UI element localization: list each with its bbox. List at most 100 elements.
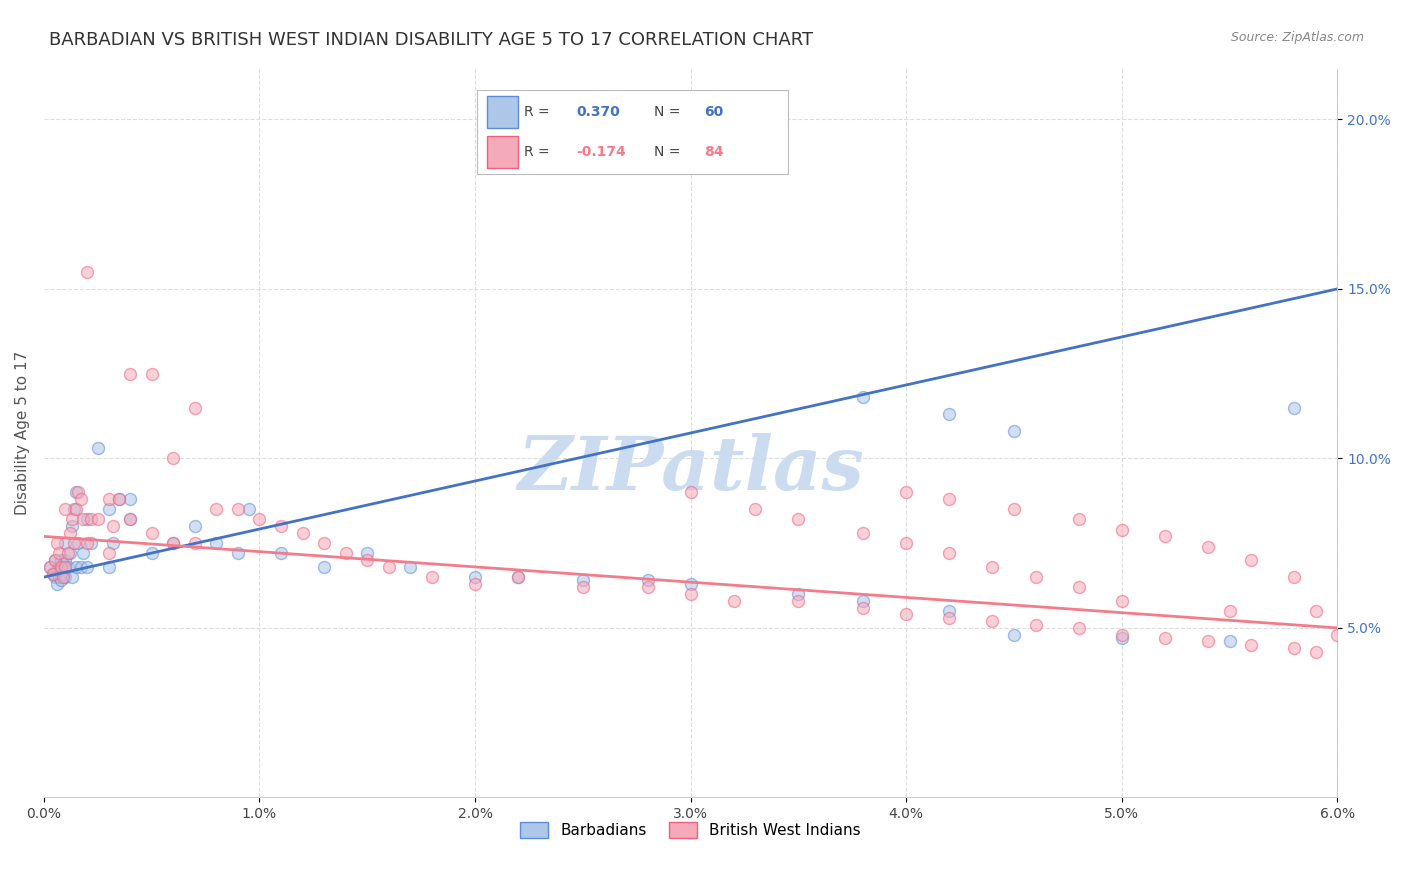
Point (69, 560, 91, 574)
Point (981, 614, 1004, 628)
Point (1025, 617, 1047, 632)
Point (205, 536, 228, 550)
Point (205, 502, 228, 516)
Point (896, 536, 918, 550)
Point (87, 512, 110, 526)
Point (270, 546, 292, 560)
Point (97, 560, 120, 574)
Point (399, 560, 422, 574)
Point (938, 611, 960, 625)
Point (226, 502, 249, 516)
Point (141, 367, 163, 381)
Point (60, 512, 83, 526)
Point (101, 519, 124, 533)
Point (59, 546, 82, 560)
Point (270, 519, 292, 533)
Point (637, 574, 659, 588)
Point (56, 546, 79, 560)
Point (49, 574, 72, 588)
Point (852, 600, 875, 615)
Point (314, 536, 336, 550)
Point (72, 512, 94, 526)
Point (1197, 634, 1219, 648)
Point (1154, 529, 1177, 543)
Point (87, 442, 110, 456)
Point (420, 570, 443, 584)
Point (44, 570, 66, 584)
Point (141, 546, 163, 560)
Point (69, 492, 91, 507)
Point (41, 566, 63, 581)
Point (314, 560, 336, 574)
Point (44, 553, 66, 567)
Point (852, 594, 875, 608)
Point (238, 502, 260, 516)
Point (1111, 631, 1133, 645)
Point (249, 512, 271, 526)
Point (787, 594, 810, 608)
Point (80, 512, 103, 526)
Point (896, 485, 918, 500)
Point (162, 536, 184, 550)
Point (39, 560, 62, 574)
Point (52, 557, 75, 571)
Point (55, 560, 77, 574)
Point (60, 519, 83, 533)
Point (101, 536, 124, 550)
Point (44, 553, 66, 567)
Point (45, 536, 67, 550)
Point (637, 580, 659, 594)
Point (45, 563, 67, 577)
Point (464, 577, 486, 591)
Point (65, 502, 87, 516)
Point (76, 536, 98, 550)
Point (120, 512, 142, 526)
Point (39, 560, 62, 574)
Point (56, 560, 79, 574)
Point (108, 492, 131, 507)
Point (55, 536, 77, 550)
Point (76, 560, 98, 574)
Point (1240, 553, 1263, 567)
Point (1326, 628, 1348, 642)
Point (508, 570, 530, 584)
Text: BARBADIAN VS BRITISH WEST INDIAN DISABILITY AGE 5 TO 17 CORRELATION CHART: BARBADIAN VS BRITISH WEST INDIAN DISABIL… (49, 31, 813, 49)
Point (464, 570, 486, 584)
Point (679, 587, 702, 601)
Point (1219, 634, 1241, 648)
Point (55, 553, 77, 567)
Point (1111, 523, 1133, 537)
Point (508, 570, 530, 584)
Point (938, 408, 960, 422)
Point (1284, 401, 1306, 415)
Point (852, 390, 875, 404)
Point (184, 519, 207, 533)
Point (1284, 570, 1306, 584)
Point (852, 526, 875, 541)
Point (1067, 621, 1090, 635)
Point (1002, 502, 1025, 516)
Point (1197, 540, 1219, 554)
Point (45, 577, 67, 591)
Point (48, 570, 70, 584)
Point (141, 526, 163, 541)
Point (335, 546, 357, 560)
Point (67, 536, 90, 550)
Point (162, 451, 184, 466)
Point (59, 526, 82, 541)
Legend: Barbadians, British West Indians: Barbadians, British West Indians (515, 816, 868, 845)
Point (378, 560, 401, 574)
Point (72, 546, 94, 560)
Point (744, 502, 766, 516)
Point (787, 587, 810, 601)
Point (76, 512, 98, 526)
Point (48, 560, 70, 574)
Point (679, 577, 702, 591)
Point (120, 367, 142, 381)
Point (679, 485, 702, 500)
Point (1067, 580, 1090, 594)
Point (1111, 594, 1133, 608)
Point (49, 560, 72, 574)
Point (60, 570, 83, 584)
Point (55, 570, 77, 584)
